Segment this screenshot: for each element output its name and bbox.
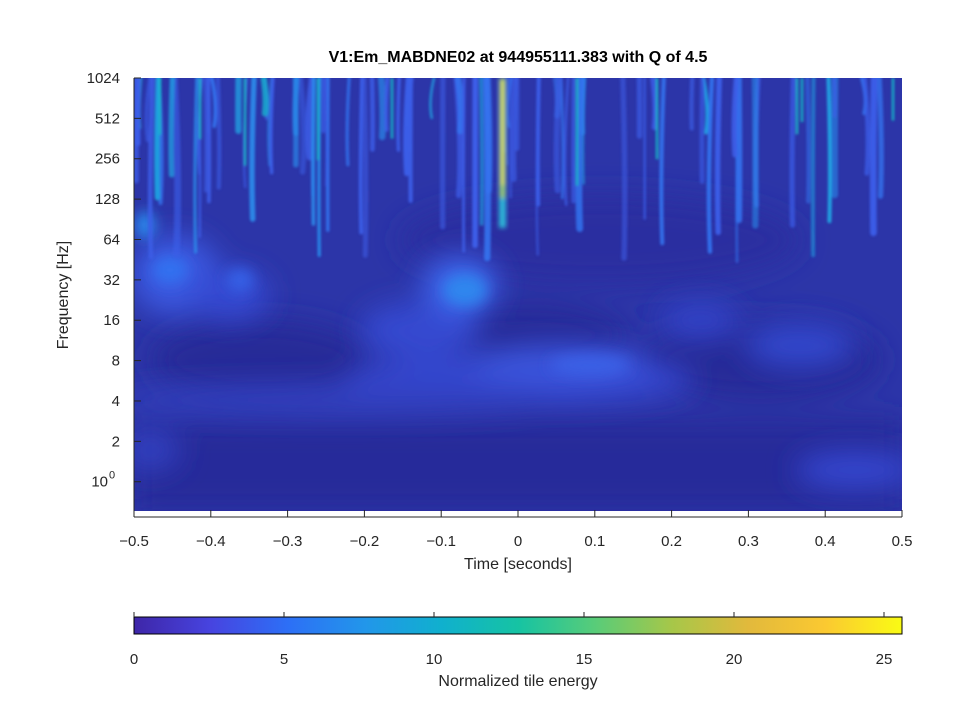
spectrogram-heatmap bbox=[134, 78, 902, 512]
x-tick-label: −0.3 bbox=[273, 533, 303, 550]
chart-title: V1:Em_MABDNE02 at 944955111.383 with Q o… bbox=[329, 49, 708, 66]
colorbar-tick-label: 20 bbox=[726, 651, 743, 668]
y-tick-label: 512 bbox=[95, 110, 120, 127]
x-tick-label: 0.4 bbox=[815, 533, 836, 550]
y-tick-label: 2 bbox=[112, 433, 120, 450]
heatmap-spike bbox=[499, 78, 506, 228]
colorbar-tick-label: 0 bbox=[130, 651, 138, 668]
x-tick-label: 0.3 bbox=[738, 533, 759, 550]
y-axis-ticks: 1024 512 256 128 64 32 16 8 4 2 10 0 bbox=[87, 70, 141, 491]
y-tick-label: 4 bbox=[112, 393, 120, 410]
colorbar-tick-label: 25 bbox=[876, 651, 893, 668]
plot-axes: −0.5 −0.4 −0.3 −0.2 −0.1 0 0.1 0.2 0.3 0.4 0.5 102… bbox=[87, 70, 913, 550]
y-tick-label: 256 bbox=[95, 151, 120, 168]
x-tick-label: 0.5 bbox=[892, 533, 913, 550]
x-tick-label: 0 bbox=[514, 533, 522, 550]
colorbar-ticks: 0 5 10 15 20 25 bbox=[130, 612, 893, 668]
colorbar-tick-label: 15 bbox=[576, 651, 593, 668]
x-tick-label: −0.2 bbox=[350, 533, 380, 550]
y-tick-label: 1024 bbox=[87, 70, 120, 87]
y-tick-label: 32 bbox=[103, 272, 120, 289]
x-tick-label: 0.1 bbox=[584, 533, 605, 550]
colorbar-tick-label: 10 bbox=[426, 651, 443, 668]
heatmap-bright-blobs bbox=[135, 211, 630, 375]
y-tick-label: 64 bbox=[103, 231, 120, 248]
colorbar-tick-label: 5 bbox=[280, 651, 288, 668]
y-tick-label: 16 bbox=[103, 312, 120, 329]
heatmap-streaks bbox=[134, 78, 895, 263]
x-tick-label: −0.1 bbox=[426, 533, 456, 550]
x-axis-ticks: −0.5 −0.4 −0.3 −0.2 −0.1 0 0.1 0.2 0.3 0.4 0.5 bbox=[119, 510, 912, 550]
y-tick-label-exponent: 0 bbox=[109, 470, 115, 482]
colorbar: 0 5 10 15 20 25 Normalized tile energy bbox=[130, 612, 903, 690]
colorbar-label: Normalized tile energy bbox=[438, 673, 597, 690]
y-tick-label: 8 bbox=[112, 353, 120, 370]
y-tick-label-base: 10 bbox=[91, 474, 108, 491]
y-axis-label: Frequency [Hz] bbox=[55, 241, 72, 349]
x-tick-label: −0.5 bbox=[119, 533, 149, 550]
colorbar-bar bbox=[133, 616, 903, 635]
x-axis-label: Time [seconds] bbox=[464, 556, 572, 573]
x-tick-label: 0.2 bbox=[661, 533, 682, 550]
x-tick-label: −0.4 bbox=[196, 533, 226, 550]
y-tick-label: 128 bbox=[95, 191, 120, 208]
